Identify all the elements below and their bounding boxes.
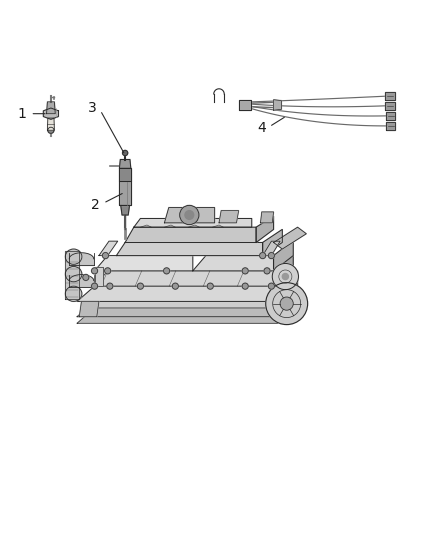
- Polygon shape: [47, 118, 54, 130]
- Text: 4: 4: [257, 121, 266, 135]
- Polygon shape: [274, 256, 293, 286]
- Circle shape: [92, 283, 98, 289]
- Polygon shape: [46, 102, 55, 114]
- Polygon shape: [77, 308, 278, 323]
- Circle shape: [283, 273, 288, 280]
- Polygon shape: [239, 100, 251, 110]
- Polygon shape: [65, 251, 79, 299]
- Polygon shape: [120, 181, 131, 205]
- Text: 2: 2: [91, 198, 99, 212]
- Polygon shape: [99, 241, 118, 256]
- Circle shape: [185, 211, 194, 220]
- Polygon shape: [77, 302, 278, 317]
- Polygon shape: [263, 241, 280, 256]
- Text: 1: 1: [17, 107, 26, 121]
- Circle shape: [242, 283, 248, 289]
- Circle shape: [180, 205, 199, 224]
- Circle shape: [264, 268, 270, 274]
- Polygon shape: [119, 168, 131, 181]
- Polygon shape: [256, 216, 274, 243]
- Polygon shape: [121, 205, 130, 215]
- Ellipse shape: [65, 286, 82, 302]
- Circle shape: [242, 268, 248, 274]
- Circle shape: [92, 268, 98, 274]
- Polygon shape: [120, 159, 131, 168]
- Circle shape: [48, 127, 54, 133]
- Circle shape: [83, 274, 89, 280]
- Circle shape: [268, 253, 275, 259]
- Polygon shape: [77, 286, 278, 302]
- Polygon shape: [79, 302, 99, 317]
- Circle shape: [163, 268, 170, 274]
- Polygon shape: [385, 102, 395, 110]
- Polygon shape: [125, 227, 256, 243]
- Circle shape: [107, 283, 113, 289]
- Circle shape: [268, 283, 275, 289]
- Ellipse shape: [65, 249, 82, 264]
- Circle shape: [266, 282, 307, 325]
- Circle shape: [260, 253, 266, 259]
- Ellipse shape: [65, 266, 82, 282]
- Polygon shape: [274, 100, 282, 110]
- Polygon shape: [261, 212, 274, 223]
- Circle shape: [138, 283, 144, 289]
- Polygon shape: [386, 112, 396, 120]
- Circle shape: [172, 283, 178, 289]
- Polygon shape: [274, 227, 306, 249]
- Circle shape: [105, 268, 111, 274]
- Circle shape: [102, 253, 109, 259]
- Polygon shape: [95, 271, 274, 286]
- Polygon shape: [164, 207, 215, 223]
- Polygon shape: [386, 122, 396, 130]
- Circle shape: [272, 263, 298, 289]
- Polygon shape: [385, 92, 395, 100]
- Circle shape: [123, 150, 128, 156]
- Circle shape: [207, 283, 213, 289]
- Polygon shape: [278, 271, 297, 302]
- Circle shape: [280, 297, 293, 310]
- Polygon shape: [278, 286, 297, 317]
- Polygon shape: [95, 256, 193, 271]
- Polygon shape: [134, 219, 252, 227]
- Polygon shape: [219, 211, 239, 223]
- Polygon shape: [43, 108, 58, 119]
- Polygon shape: [274, 240, 293, 271]
- Polygon shape: [263, 229, 283, 256]
- Polygon shape: [117, 243, 263, 256]
- Text: 3: 3: [88, 101, 97, 116]
- Polygon shape: [193, 256, 274, 271]
- Polygon shape: [95, 266, 103, 286]
